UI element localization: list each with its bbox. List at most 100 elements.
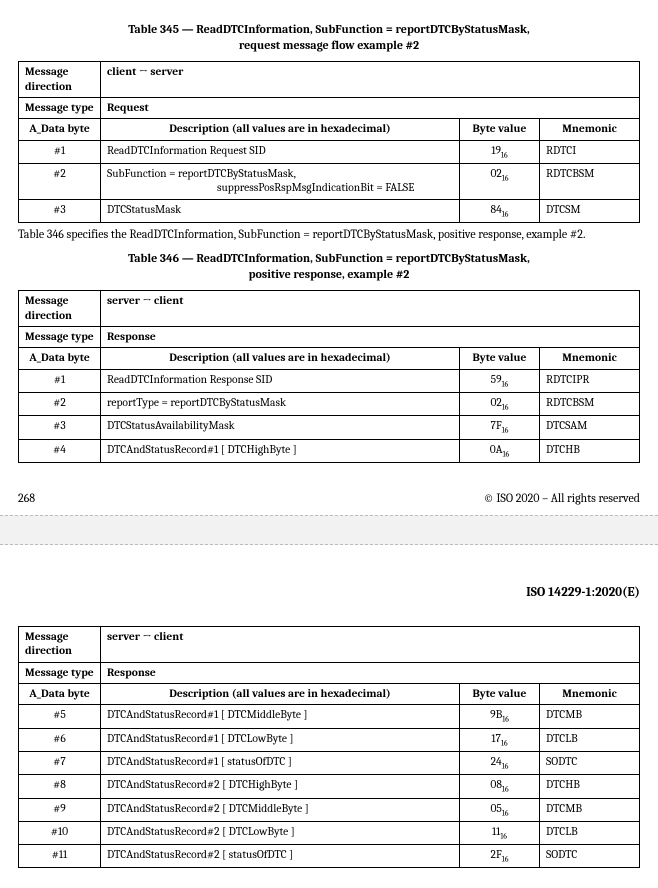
cell-byte: 2F16 xyxy=(459,845,539,868)
table-row: #6DTCAndStatusRecord#1 [ DTCLowByte ]171… xyxy=(19,728,640,751)
header-row: A_Data byte Description (all values are … xyxy=(19,119,640,140)
cell-adata: #4 xyxy=(19,439,101,462)
cell-desc: ReadDTCInformation Response SID xyxy=(101,369,460,392)
cell-mnem: RDTCBSM xyxy=(539,163,639,199)
table-row: #4DTCAndStatusRecord#1 [ DTCHighByte ]0A… xyxy=(19,439,640,462)
table-row: #8DTCAndStatusRecord#2 [ DTCHighByte ]08… xyxy=(19,775,640,798)
title-line1: Table 346 — ReadDTCInformation, SubFunct… xyxy=(128,251,530,265)
row-msg-direction: Message direction server → client xyxy=(19,626,640,662)
row-msg-type: Message type Response xyxy=(19,662,640,683)
label-msg-direction: Message direction xyxy=(19,62,101,98)
cell-mnem: RDTCBSM xyxy=(539,393,639,416)
cell-byte: 5916 xyxy=(459,369,539,392)
table-row: #2reportType = reportDTCByStatusMask0216… xyxy=(19,393,640,416)
col-adata: A_Data byte xyxy=(19,348,101,369)
table-row: #7DTCAndStatusRecord#1 [ statusOfDTC ]24… xyxy=(19,752,640,775)
cell-byte: 1716 xyxy=(459,728,539,751)
table-row: #2SubFunction = reportDTCByStatusMask,su… xyxy=(19,163,640,199)
copyright: © ISO 2020 – All rights reserved xyxy=(483,491,640,505)
cell-desc: DTCAndStatusRecord#1 [ DTCMiddleByte ] xyxy=(101,705,460,728)
row-msg-type: Message type Response xyxy=(19,326,640,347)
col-byte: Byte value xyxy=(459,684,539,705)
col-adata: A_Data byte xyxy=(19,684,101,705)
cell-mnem: RDTCI xyxy=(539,140,639,163)
cell-adata: #5 xyxy=(19,705,101,728)
cell-adata: #3 xyxy=(19,199,101,222)
cell-adata: #2 xyxy=(19,163,101,199)
cell-adata: #3 xyxy=(19,416,101,439)
cell-mnem: DTCSM xyxy=(539,199,639,222)
title-line2: request message flow example #2 xyxy=(239,38,419,52)
cell-adata: #7 xyxy=(19,752,101,775)
table-row: #10DTCAndStatusRecord#2 [ DTCLowByte ]11… xyxy=(19,821,640,844)
table-row: #1ReadDTCInformation Request SID1916RDTC… xyxy=(19,140,640,163)
cell-desc: DTCAndStatusRecord#1 [ DTCHighByte ] xyxy=(101,439,460,462)
table-345: Message direction client → server Messag… xyxy=(18,61,640,223)
row-msg-type: Message type Request xyxy=(19,97,640,118)
label-msg-type: Message type xyxy=(19,326,101,347)
cell-byte: 0816 xyxy=(459,775,539,798)
table-346: Message direction server → client Messag… xyxy=(18,290,640,463)
table-346-cont: Message direction server → client Messag… xyxy=(18,626,640,869)
cell-byte: 1116 xyxy=(459,821,539,844)
table-row: #5DTCAndStatusRecord#1 [ DTCMiddleByte ]… xyxy=(19,705,640,728)
cell-mnem: DTCSAM xyxy=(539,416,639,439)
value-msg-direction: server → client xyxy=(101,626,640,662)
col-desc: Description (all values are in hexadecim… xyxy=(101,119,460,140)
cell-byte: 0A16 xyxy=(459,439,539,462)
header-row: A_Data byte Description (all values are … xyxy=(19,348,640,369)
cell-byte: 2416 xyxy=(459,752,539,775)
col-byte: Byte value xyxy=(459,348,539,369)
cell-byte: 8416 xyxy=(459,199,539,222)
page-footer: 268 © ISO 2020 – All rights reserved xyxy=(18,491,640,505)
cell-mnem: DTCLB xyxy=(539,821,639,844)
cell-desc: DTCAndStatusRecord#2 [ DTCMiddleByte ] xyxy=(101,798,460,821)
cell-adata: #9 xyxy=(19,798,101,821)
col-mnem: Mnemonic xyxy=(539,119,639,140)
value-msg-type: Response xyxy=(101,326,640,347)
col-desc: Description (all values are in hexadecim… xyxy=(101,348,460,369)
row-msg-direction: Message direction client → server xyxy=(19,62,640,98)
cell-desc: reportType = reportDTCByStatusMask xyxy=(101,393,460,416)
cell-desc: DTCAndStatusRecord#1 [ statusOfDTC ] xyxy=(101,752,460,775)
title-line1: Table 345 — ReadDTCInformation, SubFunct… xyxy=(128,22,530,36)
cell-mnem: DTCMB xyxy=(539,705,639,728)
table-row: #9DTCAndStatusRecord#2 [ DTCMiddleByte ]… xyxy=(19,798,640,821)
cell-mnem: DTCHB xyxy=(539,439,639,462)
cell-byte: 0216 xyxy=(459,393,539,416)
cell-byte: 0516 xyxy=(459,798,539,821)
cell-desc: DTCAndStatusRecord#1 [ DTCLowByte ] xyxy=(101,728,460,751)
row-msg-direction: Message direction server → client xyxy=(19,291,640,327)
table-row: #3DTCStatusMask8416DTCSM xyxy=(19,199,640,222)
cell-mnem: SODTC xyxy=(539,845,639,868)
cell-adata: #1 xyxy=(19,369,101,392)
label-msg-type: Message type xyxy=(19,97,101,118)
cell-byte: 0216 xyxy=(459,163,539,199)
cell-desc: DTCStatusAvailabilityMask xyxy=(101,416,460,439)
cell-byte: 9B16 xyxy=(459,705,539,728)
title-line2: positive response, example #2 xyxy=(249,267,410,281)
cell-desc: ReadDTCInformation Request SID xyxy=(101,140,460,163)
cell-mnem: RDTCIPR xyxy=(539,369,639,392)
table-346-title: Table 346 — ReadDTCInformation, SubFunct… xyxy=(18,251,640,282)
table-345-title: Table 345 — ReadDTCInformation, SubFunct… xyxy=(18,22,640,53)
page-number: 268 xyxy=(18,491,35,505)
cell-byte: 7F16 xyxy=(459,416,539,439)
value-msg-direction: client → server xyxy=(101,62,640,98)
label-msg-direction: Message direction xyxy=(19,626,101,662)
cell-adata: #8 xyxy=(19,775,101,798)
table-row: #11DTCAndStatusRecord#2 [ statusOfDTC ]2… xyxy=(19,845,640,868)
cell-adata: #11 xyxy=(19,845,101,868)
value-msg-type: Response xyxy=(101,662,640,683)
document-id: ISO 14229-1:2020(E) xyxy=(18,585,640,600)
cell-mnem: DTCHB xyxy=(539,775,639,798)
value-msg-direction: server → client xyxy=(101,291,640,327)
label-msg-type: Message type xyxy=(19,662,101,683)
col-desc: Description (all values are in hexadecim… xyxy=(101,684,460,705)
paragraph-346: Table 346 specifies the ReadDTCInformati… xyxy=(18,227,640,241)
table-row: #1ReadDTCInformation Response SID5916RDT… xyxy=(19,369,640,392)
col-byte: Byte value xyxy=(459,119,539,140)
page-break xyxy=(0,515,658,545)
cell-adata: #6 xyxy=(19,728,101,751)
cell-mnem: SODTC xyxy=(539,752,639,775)
